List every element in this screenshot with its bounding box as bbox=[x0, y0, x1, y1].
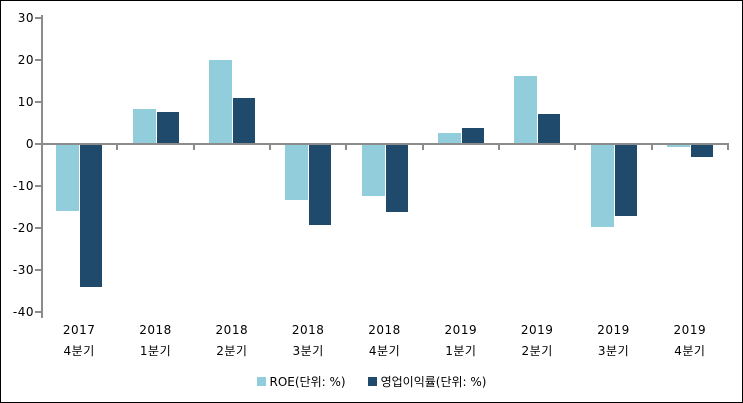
y-tick-label: -30 bbox=[12, 262, 34, 277]
x-label-quarter: 4분기 bbox=[368, 344, 401, 358]
x-category-label: 2019 4분기 bbox=[650, 320, 730, 362]
bar-operating-margin bbox=[690, 143, 713, 157]
x-tick bbox=[269, 144, 271, 150]
x-label-year: 2018 bbox=[215, 323, 249, 337]
y-tick bbox=[35, 142, 41, 145]
bar-roe bbox=[361, 143, 385, 196]
y-tick-label: -20 bbox=[12, 220, 34, 235]
x-tick bbox=[574, 144, 577, 150]
bar-roe bbox=[666, 143, 690, 147]
x-category-label: 2017 4분기 bbox=[39, 320, 119, 362]
x-category-label: 2019 1분기 bbox=[421, 320, 501, 362]
bar-operating-margin bbox=[156, 112, 179, 144]
bar-operating-margin bbox=[385, 143, 408, 212]
x-label-year: 2018 bbox=[368, 323, 401, 337]
legend-swatch-operating-margin bbox=[367, 377, 377, 386]
y-tick-label: 20 bbox=[17, 52, 34, 67]
legend-item-operating-margin: 영업이익률(단위: %) bbox=[367, 373, 487, 390]
bar-operating-margin bbox=[232, 97, 255, 144]
legend: ROE(단위: %) 영업이익률(단위: %) bbox=[1, 373, 742, 390]
bar-roe bbox=[590, 143, 614, 227]
x-label-quarter: 1분기 bbox=[139, 344, 172, 358]
bar-operating-margin bbox=[538, 113, 561, 144]
x-category-label: 2018 1분기 bbox=[116, 320, 196, 362]
legend-item-roe: ROE(단위: %) bbox=[256, 373, 346, 390]
x-tick bbox=[650, 144, 653, 150]
y-tick bbox=[35, 184, 41, 187]
x-tick bbox=[498, 144, 500, 150]
x-label-quarter: 2분기 bbox=[521, 344, 553, 358]
legend-label-operating-margin: 영업이익률(단위: %) bbox=[380, 375, 487, 389]
x-label-year: 2019 bbox=[444, 323, 478, 337]
x-label-year: 2019 bbox=[673, 323, 707, 337]
bar-operating-margin bbox=[309, 143, 332, 225]
legend-label-roe: ROE(단위: %) bbox=[269, 375, 346, 389]
x-label-quarter: 4분기 bbox=[674, 344, 706, 358]
y-axis bbox=[41, 15, 43, 318]
legend-swatch-roe bbox=[256, 377, 266, 386]
x-tick bbox=[116, 144, 119, 150]
y-tick-label: 0 bbox=[25, 136, 34, 151]
bar-roe bbox=[514, 75, 538, 144]
x-tick bbox=[192, 144, 195, 150]
x-label-quarter: 4분기 bbox=[63, 344, 95, 358]
x-label-year: 2018 bbox=[291, 323, 325, 337]
y-tick-label: 10 bbox=[17, 94, 34, 109]
x-category-label: 2019 3분기 bbox=[574, 320, 654, 362]
y-tick bbox=[35, 310, 41, 313]
bar-roe bbox=[208, 59, 232, 144]
x-label-year: 2018 bbox=[139, 323, 172, 337]
bar-operating-margin bbox=[461, 128, 484, 144]
x-category-label: 2018 2분기 bbox=[192, 320, 272, 362]
y-tick-label: -40 bbox=[12, 304, 34, 319]
y-tick bbox=[35, 268, 41, 271]
x-label-quarter: 1분기 bbox=[445, 344, 477, 358]
x-label-year: 2019 bbox=[520, 323, 554, 337]
x-category-label: 2019 2분기 bbox=[497, 320, 577, 362]
bar-roe bbox=[132, 108, 156, 144]
x-label-quarter: 3분기 bbox=[597, 344, 630, 358]
y-tick-label: 30 bbox=[17, 10, 34, 25]
x-tick bbox=[727, 144, 729, 150]
bar-roe bbox=[56, 143, 80, 211]
y-tick bbox=[35, 100, 41, 103]
bar-roe bbox=[285, 143, 309, 201]
bar-operating-margin bbox=[614, 143, 637, 217]
bar-roe bbox=[437, 133, 461, 144]
y-tick bbox=[35, 226, 41, 229]
y-tick-label: -10 bbox=[12, 178, 34, 193]
x-tick bbox=[421, 144, 424, 150]
x-label-year: 2017 bbox=[62, 323, 96, 337]
x-category-label: 2018 4분기 bbox=[345, 320, 425, 362]
x-label-quarter: 3분기 bbox=[292, 344, 324, 358]
x-category-label: 2018 3분기 bbox=[268, 320, 348, 362]
x-axis bbox=[41, 142, 729, 145]
x-label-quarter: 2분기 bbox=[216, 344, 248, 358]
y-tick bbox=[35, 58, 41, 61]
bar-operating-margin bbox=[80, 143, 103, 288]
x-label-year: 2019 bbox=[597, 323, 630, 337]
y-tick bbox=[35, 16, 41, 19]
x-tick bbox=[345, 144, 348, 150]
